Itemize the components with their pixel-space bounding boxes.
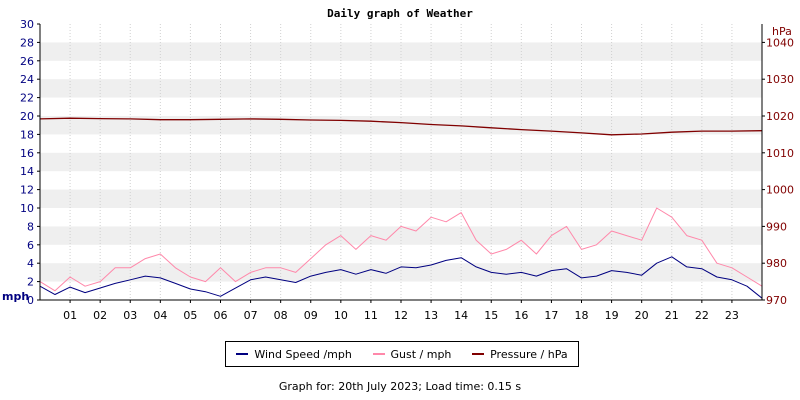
left-axis-unit: mph <box>2 290 29 303</box>
left-tick-label: 16 <box>20 147 34 160</box>
footer-text: Graph for: 20th July 2023; Load time: 0.… <box>278 380 522 393</box>
left-tick-label: 4 <box>27 257 34 270</box>
x-tick-label: 17 <box>544 309 558 322</box>
x-tick-label: 19 <box>605 309 619 322</box>
left-tick-label: 20 <box>20 110 34 123</box>
left-tick-label: 18 <box>20 128 34 141</box>
series-wind-speed <box>39 256 763 299</box>
x-tick-label: 23 <box>725 309 739 322</box>
left-tick-label: 24 <box>20 73 34 86</box>
left-tick-label: 26 <box>20 55 34 68</box>
x-tick-label: 11 <box>364 309 378 322</box>
right-tick-label: 1000 <box>766 184 794 197</box>
series-gust <box>39 207 763 292</box>
x-tick-label: 13 <box>424 309 438 322</box>
legend-swatch-gust <box>372 353 385 355</box>
right-tick-label: 1020 <box>766 110 794 123</box>
x-tick-label: 18 <box>575 309 589 322</box>
x-tick-label: 06 <box>214 309 228 322</box>
right-tick-label: 970 <box>766 294 787 307</box>
plot-grid <box>69 24 733 300</box>
x-tick-label: 16 <box>514 309 528 322</box>
legend-swatch-pressure <box>472 353 485 355</box>
left-tick-label: 0 <box>27 294 34 307</box>
x-tick-label: 08 <box>274 309 288 322</box>
legend-item-gust: Gust / mph <box>372 347 452 361</box>
left-tick-label: 2 <box>27 276 34 289</box>
x-tick-label: 10 <box>334 309 348 322</box>
x-tick-label: 21 <box>665 309 679 322</box>
series-layer <box>39 117 763 299</box>
right-axis-ticks: 970 980 990 1000 1010 1020 1030 1040 <box>762 36 794 307</box>
legend-label-wind-speed: Wind Speed /mph <box>254 347 352 361</box>
left-tick-label: 28 <box>20 36 34 49</box>
x-tick-label: 05 <box>183 309 197 322</box>
x-tick-label: 15 <box>484 309 498 322</box>
right-tick-label: 990 <box>766 220 787 233</box>
legend-label-gust: Gust / mph <box>390 347 452 361</box>
x-tick-label: 22 <box>695 309 709 322</box>
x-axis-ticks: 01 02 03 04 05 06 07 08 09 10 11 12 13 14 15 16 17 18 19 20… <box>63 300 739 322</box>
x-tick-label: 01 <box>63 309 77 322</box>
right-tick-label: 1030 <box>766 73 794 86</box>
series-pressure <box>39 117 763 136</box>
right-tick-label: 1010 <box>766 147 794 160</box>
left-tick-label: 30 <box>20 18 34 31</box>
chart-title: Daily graph of Weather <box>327 7 473 20</box>
left-tick-label: 6 <box>27 239 34 252</box>
x-tick-label: 07 <box>244 309 258 322</box>
legend-item-pressure: Pressure / hPa <box>472 348 568 361</box>
plot-band <box>40 226 762 245</box>
left-tick-label: 10 <box>20 202 34 215</box>
left-tick-label: 14 <box>20 165 34 178</box>
left-tick-label: 12 <box>20 184 34 197</box>
chart-legend: Wind Speed /mph Gust / mph Pressure / hP… <box>225 341 579 367</box>
legend-item-wind-speed: Wind Speed /mph <box>236 348 352 361</box>
left-tick-label: 8 <box>27 220 34 233</box>
x-tick-label: 09 <box>304 309 318 322</box>
x-tick-label: 12 <box>394 309 408 322</box>
legend-label-pressure: Pressure / hPa <box>490 347 568 361</box>
right-tick-label: 980 <box>766 257 787 270</box>
x-tick-label: 20 <box>635 309 649 322</box>
right-tick-label: 1040 <box>766 36 794 49</box>
x-tick-label: 14 <box>454 309 468 322</box>
x-tick-label: 03 <box>123 309 137 322</box>
right-axis-unit: hPa <box>772 25 792 38</box>
x-tick-label: 04 <box>153 309 167 322</box>
left-tick-label: 22 <box>20 92 34 105</box>
legend-swatch-wind-speed <box>236 353 249 355</box>
x-tick-label: 02 <box>93 309 107 322</box>
